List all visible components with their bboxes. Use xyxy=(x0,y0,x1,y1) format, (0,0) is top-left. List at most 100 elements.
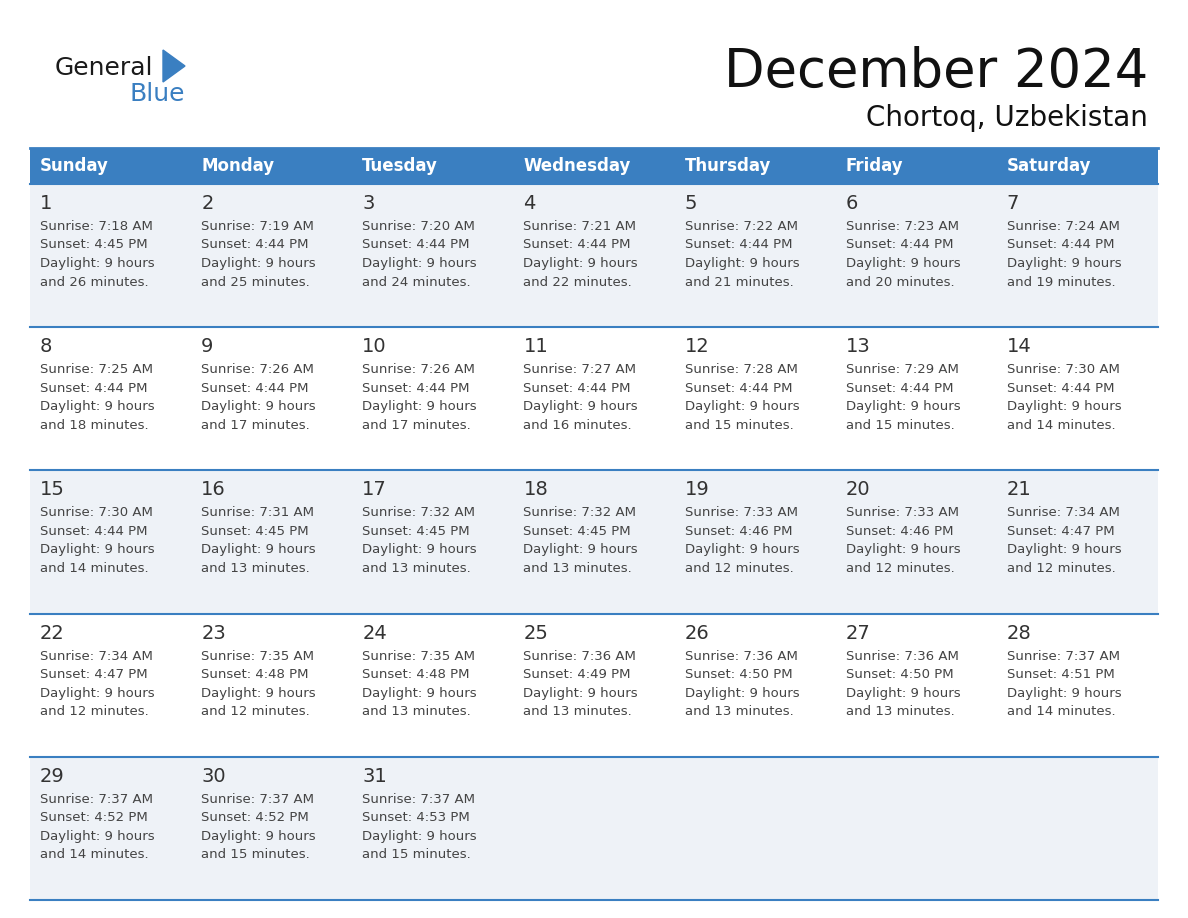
Text: 19: 19 xyxy=(684,480,709,499)
Text: Sunset: 4:44 PM: Sunset: 4:44 PM xyxy=(524,382,631,395)
Text: 5: 5 xyxy=(684,194,697,213)
Text: and 19 minutes.: and 19 minutes. xyxy=(1007,275,1116,288)
Text: Daylight: 9 hours: Daylight: 9 hours xyxy=(362,257,476,270)
Bar xyxy=(513,327,675,470)
Text: and 13 minutes.: and 13 minutes. xyxy=(524,705,632,718)
Text: Sunrise: 7:32 AM: Sunrise: 7:32 AM xyxy=(362,507,475,520)
Text: Sunset: 4:52 PM: Sunset: 4:52 PM xyxy=(201,812,309,824)
Text: Daylight: 9 hours: Daylight: 9 hours xyxy=(524,543,638,556)
Text: and 13 minutes.: and 13 minutes. xyxy=(684,705,794,718)
Text: 20: 20 xyxy=(846,480,871,499)
Text: and 12 minutes.: and 12 minutes. xyxy=(846,562,954,575)
Text: Daylight: 9 hours: Daylight: 9 hours xyxy=(684,257,800,270)
Text: Sunrise: 7:37 AM: Sunrise: 7:37 AM xyxy=(1007,650,1120,663)
Text: Daylight: 9 hours: Daylight: 9 hours xyxy=(40,543,154,556)
Text: 29: 29 xyxy=(40,767,65,786)
Text: 6: 6 xyxy=(846,194,858,213)
Text: Sunrise: 7:30 AM: Sunrise: 7:30 AM xyxy=(40,507,153,520)
Text: and 25 minutes.: and 25 minutes. xyxy=(201,275,310,288)
Text: Daylight: 9 hours: Daylight: 9 hours xyxy=(362,687,476,700)
Text: and 13 minutes.: and 13 minutes. xyxy=(362,562,470,575)
Text: Sunrise: 7:37 AM: Sunrise: 7:37 AM xyxy=(362,793,475,806)
Bar xyxy=(513,756,675,900)
Text: and 24 minutes.: and 24 minutes. xyxy=(362,275,470,288)
Text: Sunrise: 7:26 AM: Sunrise: 7:26 AM xyxy=(201,364,314,376)
Text: Sunrise: 7:19 AM: Sunrise: 7:19 AM xyxy=(201,220,314,233)
Bar xyxy=(30,184,191,327)
Bar xyxy=(997,148,1158,184)
Text: Sunset: 4:44 PM: Sunset: 4:44 PM xyxy=(362,239,469,252)
Text: Sunset: 4:49 PM: Sunset: 4:49 PM xyxy=(524,668,631,681)
Text: 25: 25 xyxy=(524,623,549,643)
Text: Sunrise: 7:33 AM: Sunrise: 7:33 AM xyxy=(846,507,959,520)
Text: Sunrise: 7:20 AM: Sunrise: 7:20 AM xyxy=(362,220,475,233)
Text: and 14 minutes.: and 14 minutes. xyxy=(1007,705,1116,718)
Text: 26: 26 xyxy=(684,623,709,643)
Text: Daylight: 9 hours: Daylight: 9 hours xyxy=(201,400,316,413)
Text: 30: 30 xyxy=(201,767,226,786)
Text: and 14 minutes.: and 14 minutes. xyxy=(40,848,148,861)
Text: Sunset: 4:44 PM: Sunset: 4:44 PM xyxy=(846,382,953,395)
Bar xyxy=(30,613,191,756)
Text: 17: 17 xyxy=(362,480,387,499)
Text: Sunrise: 7:36 AM: Sunrise: 7:36 AM xyxy=(524,650,637,663)
Text: Sunrise: 7:26 AM: Sunrise: 7:26 AM xyxy=(362,364,475,376)
Text: Daylight: 9 hours: Daylight: 9 hours xyxy=(524,400,638,413)
Text: 7: 7 xyxy=(1007,194,1019,213)
Text: Tuesday: Tuesday xyxy=(362,157,438,175)
Text: Sunrise: 7:22 AM: Sunrise: 7:22 AM xyxy=(684,220,797,233)
Text: 27: 27 xyxy=(846,623,871,643)
Bar xyxy=(30,148,191,184)
Text: and 12 minutes.: and 12 minutes. xyxy=(684,562,794,575)
Bar xyxy=(675,613,835,756)
Text: Sunrise: 7:30 AM: Sunrise: 7:30 AM xyxy=(1007,364,1120,376)
Text: Sunset: 4:44 PM: Sunset: 4:44 PM xyxy=(1007,382,1114,395)
Text: and 13 minutes.: and 13 minutes. xyxy=(846,705,954,718)
Text: Wednesday: Wednesday xyxy=(524,157,631,175)
Text: and 15 minutes.: and 15 minutes. xyxy=(684,419,794,431)
Text: Daylight: 9 hours: Daylight: 9 hours xyxy=(1007,400,1121,413)
Text: Sunrise: 7:33 AM: Sunrise: 7:33 AM xyxy=(684,507,797,520)
Bar xyxy=(835,756,997,900)
Bar xyxy=(191,756,353,900)
Bar xyxy=(675,470,835,613)
Text: Daylight: 9 hours: Daylight: 9 hours xyxy=(524,257,638,270)
Bar xyxy=(191,148,353,184)
Text: Daylight: 9 hours: Daylight: 9 hours xyxy=(201,257,316,270)
Text: Sunset: 4:44 PM: Sunset: 4:44 PM xyxy=(684,239,792,252)
Text: Daylight: 9 hours: Daylight: 9 hours xyxy=(201,543,316,556)
Text: Sunrise: 7:37 AM: Sunrise: 7:37 AM xyxy=(40,793,153,806)
Text: Sunset: 4:45 PM: Sunset: 4:45 PM xyxy=(524,525,631,538)
Text: Sunset: 4:48 PM: Sunset: 4:48 PM xyxy=(201,668,309,681)
Text: 2: 2 xyxy=(201,194,214,213)
Text: Sunset: 4:47 PM: Sunset: 4:47 PM xyxy=(1007,525,1114,538)
Text: and 15 minutes.: and 15 minutes. xyxy=(846,419,954,431)
Text: Sunset: 4:50 PM: Sunset: 4:50 PM xyxy=(684,668,792,681)
Bar xyxy=(30,470,191,613)
Bar xyxy=(353,327,513,470)
Text: Thursday: Thursday xyxy=(684,157,771,175)
Text: 31: 31 xyxy=(362,767,387,786)
Text: Daylight: 9 hours: Daylight: 9 hours xyxy=(40,400,154,413)
Text: Daylight: 9 hours: Daylight: 9 hours xyxy=(684,687,800,700)
Text: and 12 minutes.: and 12 minutes. xyxy=(40,705,148,718)
Text: 13: 13 xyxy=(846,337,871,356)
Bar xyxy=(353,148,513,184)
Text: Sunset: 4:44 PM: Sunset: 4:44 PM xyxy=(684,382,792,395)
Text: Daylight: 9 hours: Daylight: 9 hours xyxy=(846,687,960,700)
Text: Monday: Monday xyxy=(201,157,274,175)
Text: December 2024: December 2024 xyxy=(723,46,1148,98)
Text: Daylight: 9 hours: Daylight: 9 hours xyxy=(1007,543,1121,556)
Bar xyxy=(835,613,997,756)
Text: Sunrise: 7:29 AM: Sunrise: 7:29 AM xyxy=(846,364,959,376)
Text: Sunrise: 7:34 AM: Sunrise: 7:34 AM xyxy=(1007,507,1120,520)
Text: Sunrise: 7:36 AM: Sunrise: 7:36 AM xyxy=(684,650,797,663)
Bar xyxy=(835,327,997,470)
Text: Daylight: 9 hours: Daylight: 9 hours xyxy=(40,687,154,700)
Text: Sunrise: 7:25 AM: Sunrise: 7:25 AM xyxy=(40,364,153,376)
Bar xyxy=(353,613,513,756)
Text: and 22 minutes.: and 22 minutes. xyxy=(524,275,632,288)
Text: Sunset: 4:44 PM: Sunset: 4:44 PM xyxy=(362,382,469,395)
Bar xyxy=(835,148,997,184)
Bar xyxy=(353,470,513,613)
